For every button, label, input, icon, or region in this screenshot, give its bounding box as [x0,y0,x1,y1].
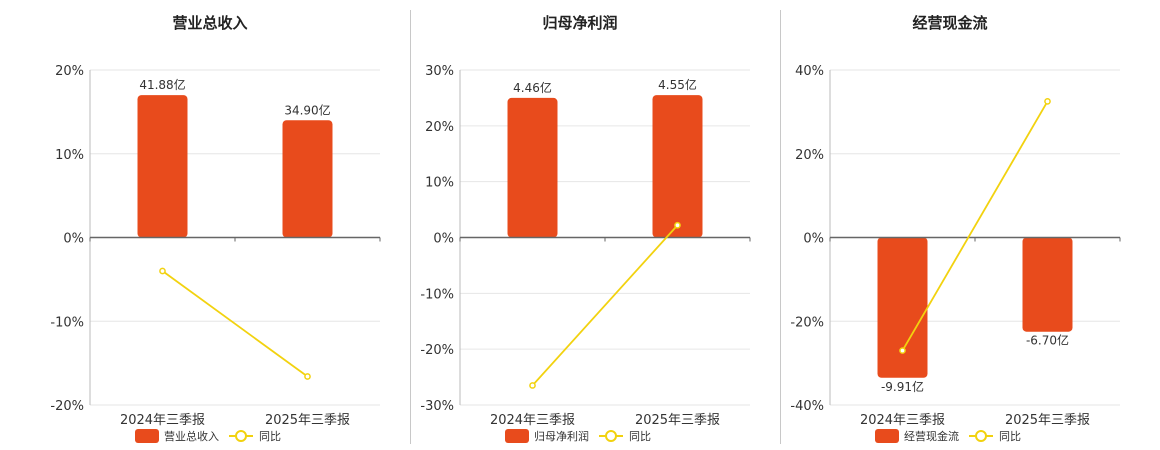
y-tick-label: 10% [425,176,454,191]
x-category-label: 2025年三季报 [265,413,350,428]
bar-归母净利润 [652,95,703,238]
legend-label: 经营现金流 [904,429,959,443]
panel-divider [780,10,781,444]
y-tick-label: 0% [433,232,454,247]
bar-营业总收入 [137,95,188,238]
bar-data-label: 4.46亿 [513,80,552,95]
legend-line-marker [235,430,247,442]
bar-data-label: -9.91亿 [881,379,924,394]
revenue-chart: 营业总收入 20% 10% 0% -10% -20% 41.88亿 34.90亿 2024年三季… [50,14,381,443]
y-tick-label: -10% [50,315,84,330]
bar-data-label: 4.55亿 [658,77,697,92]
y-tick-label: 0% [803,232,824,247]
x-category-label: 2024年三季报 [120,413,205,428]
bar-归母净利润 [507,97,558,238]
legend-label: 同比 [259,430,281,443]
bar-经营现金流 [1022,237,1073,332]
legend-bar-swatch [135,429,159,443]
cash-flow-chart: 经营现金流 40% 20% 0% -20% -40% -9.91亿 -6.70亿 2024年三季… [790,14,1121,443]
x-category-label: 2025年三季报 [635,413,720,428]
yoy-point [674,221,681,229]
legend-bar-swatch [875,429,899,443]
legend-bar-swatch [505,429,529,443]
y-tick-label: 0% [63,232,84,247]
net-profit-chart: 归母净利润 30% 20% 10% 0% -10% -20% -30% 4.46亿 4.55亿 20… [420,14,751,443]
y-tick-label: -20% [50,399,84,414]
y-tick-label: -20% [790,315,824,330]
chart-title: 归母净利润 [542,14,617,32]
yoy-point [529,382,536,389]
bar-营业总收入 [282,120,333,238]
legend-label: 归母净利润 [534,429,589,443]
y-tick-label: 20% [795,148,824,163]
chart-title: 营业总收入 [172,14,247,32]
legend-line-marker [605,430,617,442]
panel-divider [410,10,411,444]
yoy-point [899,347,906,354]
y-tick-label: -30% [420,399,454,414]
y-tick-label: 40% [795,64,824,79]
yoy-point [159,267,166,275]
yoy-line [901,100,1049,352]
yoy-point [304,373,311,380]
y-tick-label: 20% [55,64,84,79]
x-category-label: 2024年三季报 [860,413,945,428]
bar-data-label: -6.70亿 [1026,333,1069,348]
legend-line-marker [975,430,987,442]
y-tick-label: 10% [55,148,84,163]
y-tick-label: 30% [425,64,454,79]
legend-label: 营业总收入 [164,429,219,443]
y-tick-label: 20% [425,120,454,135]
bar-data-label: 41.88亿 [139,77,185,92]
x-category-label: 2024年三季报 [490,413,575,428]
bar-经营现金流 [877,237,928,378]
y-tick-label: -20% [420,343,454,358]
yoy-line [161,270,309,378]
yoy-line [531,224,679,387]
legend-label: 同比 [999,430,1021,443]
y-tick-label: -10% [420,287,454,302]
bar-data-label: 34.90亿 [284,102,330,117]
chart-title: 经营现金流 [912,14,987,32]
x-category-label: 2025年三季报 [1005,413,1090,428]
legend-label: 同比 [629,430,651,443]
yoy-point [1044,98,1051,105]
y-tick-label: -40% [790,399,824,414]
